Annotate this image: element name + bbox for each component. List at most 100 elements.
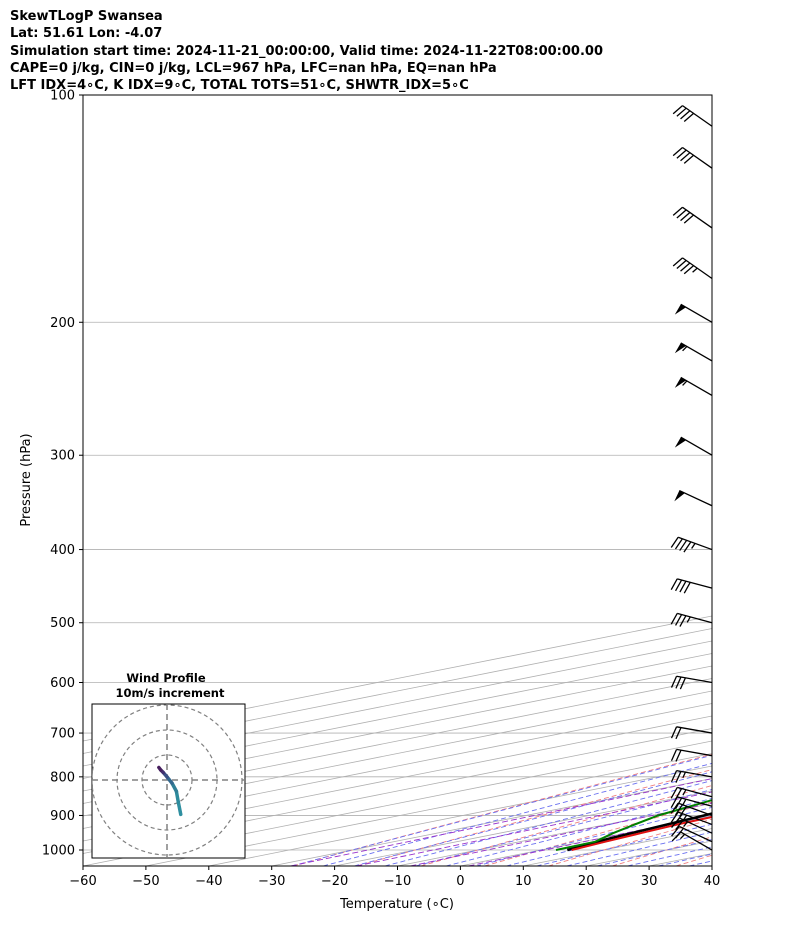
moist-adiabat	[353, 771, 712, 866]
x-tick-label: −20	[321, 874, 348, 889]
y-tick-label: 1000	[42, 844, 75, 859]
x-tick-label: −30	[258, 874, 285, 889]
dry-adiabat	[548, 818, 712, 866]
wind-barb	[674, 376, 713, 397]
indices-line-2: LFT IDX=4∘C, K IDX=9∘C, TOTAL TOTS=51∘C,…	[10, 78, 469, 94]
wind-barb	[670, 612, 713, 627]
axes: −60 −50 −40 −30 −20 −10 0 10 20 30 40 100 200 300 400 5…	[42, 89, 720, 890]
moist-adiabat	[445, 797, 712, 866]
y-tick-label: 100	[50, 89, 75, 104]
y-tick-label: 700	[50, 727, 75, 742]
inset-subtitle: 10m/s increment	[116, 686, 225, 700]
hodo-segment	[174, 789, 180, 804]
y-axis-label: Pressure (hPa)	[19, 433, 34, 526]
isotherm	[83, 653, 712, 779]
y-tick-label: 500	[50, 616, 75, 631]
isotherm	[83, 665, 712, 792]
isotherm	[334, 790, 712, 866]
indices-line-1: CAPE=0 j/kg, CIN=0 j/kg, LCL=967 hPa, LF…	[10, 60, 497, 76]
dry-adiabat	[484, 801, 712, 866]
wind-barbs	[670, 105, 713, 851]
isotherm	[83, 728, 712, 854]
wind-barb	[670, 675, 713, 690]
moist-adiabat	[322, 762, 712, 866]
wind-barb	[670, 726, 713, 740]
y-tick-label: 300	[50, 449, 75, 464]
isotherm	[83, 703, 712, 829]
data-layer	[555, 799, 712, 852]
wind-barb	[670, 802, 713, 817]
x-tick-label: −10	[384, 874, 411, 889]
x-tick-label: −60	[69, 874, 96, 889]
x-axis-label: Temperature (∘C)	[339, 897, 454, 912]
y-tick-label: 200	[50, 316, 75, 331]
hodo-segment	[176, 800, 183, 817]
dry-adiabat	[293, 753, 712, 866]
isotherm	[649, 853, 712, 866]
x-tick-label: 20	[578, 874, 595, 889]
isotherm	[208, 765, 712, 866]
mixing-ratio-line	[410, 802, 712, 866]
moist-adiabat	[475, 806, 712, 866]
x-tick-label: 30	[641, 874, 658, 889]
moist-adiabat	[689, 860, 712, 866]
moist-adiabat	[415, 788, 712, 866]
moist-adiabat	[384, 780, 712, 866]
x-tick-label: 40	[704, 874, 721, 889]
y-tick-label: 600	[50, 676, 75, 691]
simulation-time-line: Simulation start time: 2024-11-21_00:00:…	[10, 43, 603, 59]
wind-barb	[674, 436, 713, 456]
isotherm	[83, 690, 712, 817]
wind-barb	[674, 489, 713, 507]
wind-barb	[670, 769, 713, 783]
moist-adiabat	[720, 95, 794, 866]
mixing-ratio-line	[356, 791, 712, 866]
moist-adiabat	[506, 815, 712, 866]
wind-barb	[671, 825, 713, 843]
wind-barb	[670, 536, 713, 553]
isotherm	[83, 678, 712, 804]
dewpoint-line	[555, 799, 712, 851]
wind-barb	[672, 257, 713, 280]
isotherm	[397, 803, 712, 866]
chart-header: SkewTLogP Swansea Lat: 51.61 Lon: -4.07 …	[10, 8, 603, 94]
wind-barb	[670, 748, 713, 762]
moist-adiabat	[627, 846, 712, 866]
mixing-ratio-line	[290, 778, 712, 866]
y-tick-label: 400	[50, 543, 75, 558]
isotherm	[711, 865, 712, 866]
inset-title: Wind Profile	[126, 671, 206, 685]
wind-barb	[670, 786, 713, 800]
dry-adiabat	[356, 769, 712, 866]
wind-barb	[670, 578, 713, 594]
y-tick-label: 800	[50, 770, 75, 785]
x-tick-label: 10	[515, 874, 532, 889]
dry-adiabat	[611, 836, 712, 866]
wind-barb	[672, 206, 713, 229]
hodo-segment	[157, 765, 163, 772]
x-tick-label: −50	[132, 874, 159, 889]
wind-barb	[670, 811, 713, 826]
isotherm	[83, 715, 712, 842]
wind-profile-inset: Wind Profile 10m/s increment	[91, 671, 246, 859]
dry-adiabat	[740, 95, 794, 866]
isotherm	[523, 828, 712, 866]
moist-adiabat	[597, 839, 712, 866]
wind-barb	[674, 303, 713, 323]
wind-barb	[674, 342, 713, 362]
dry-adiabat	[675, 854, 712, 866]
temperature-line	[571, 815, 712, 851]
isotherm	[586, 840, 712, 866]
wind-barb	[672, 146, 713, 169]
moist-adiabat	[291, 754, 712, 866]
isotherm	[460, 815, 712, 866]
chart-title: SkewTLogP Swansea	[10, 9, 163, 24]
x-tick-label: 0	[456, 874, 464, 889]
mixing-ratio-line	[468, 814, 712, 866]
x-tick-label: −40	[195, 874, 222, 889]
location-line: Lat: 51.61 Lon: -4.07	[10, 26, 163, 42]
y-tick-label: 900	[50, 809, 75, 824]
wind-barb	[672, 105, 713, 127]
isotherm	[775, 95, 794, 866]
